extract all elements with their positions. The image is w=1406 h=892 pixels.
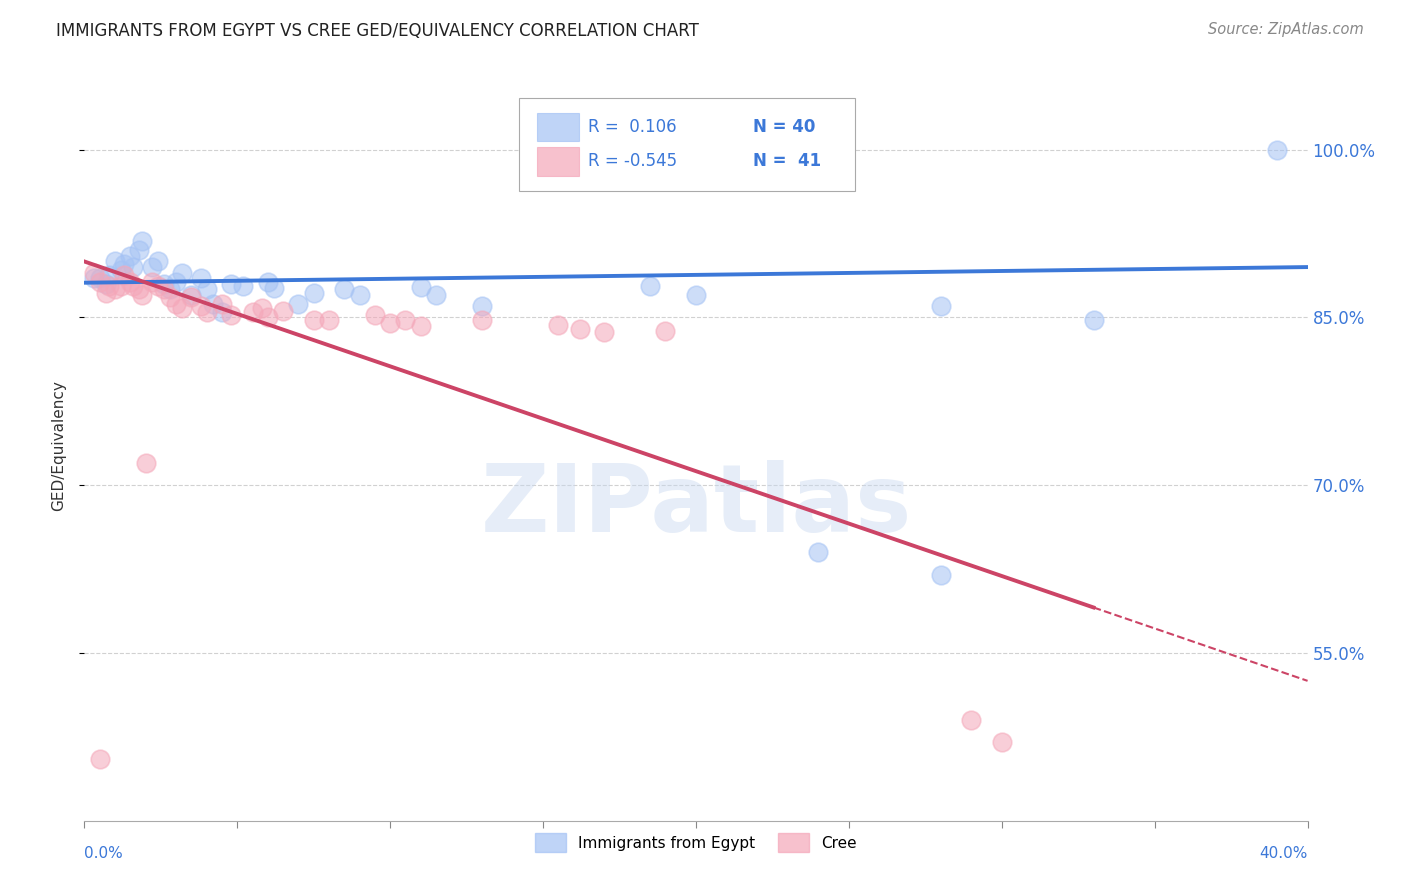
Legend: Immigrants from Egypt, Cree: Immigrants from Egypt, Cree <box>529 827 863 858</box>
Point <box>654 324 676 338</box>
Point <box>122 279 145 293</box>
Point <box>172 266 194 280</box>
Point <box>547 318 569 333</box>
Point <box>146 279 169 293</box>
Point <box>195 305 218 319</box>
Text: 40.0%: 40.0% <box>1260 846 1308 861</box>
Point <box>172 301 194 316</box>
Point <box>1083 312 1105 326</box>
Point <box>83 266 105 280</box>
Point <box>394 312 416 326</box>
Point <box>135 456 157 470</box>
Point <box>104 282 127 296</box>
Text: R = -0.545: R = -0.545 <box>588 153 678 170</box>
Point <box>195 282 218 296</box>
Point <box>146 254 169 268</box>
Point <box>94 277 117 291</box>
Point <box>1265 143 1288 157</box>
Point <box>929 567 952 582</box>
FancyBboxPatch shape <box>537 112 578 141</box>
Point <box>159 282 181 296</box>
Text: IMMIGRANTS FROM EGYPT VS CREE GED/EQUIVALENCY CORRELATION CHART: IMMIGRANTS FROM EGYPT VS CREE GED/EQUIVA… <box>56 22 699 40</box>
Point <box>120 249 142 263</box>
Point <box>302 312 325 326</box>
Point <box>257 310 280 325</box>
Point <box>180 288 202 302</box>
Point <box>991 735 1014 749</box>
Point <box>190 271 212 285</box>
Point <box>112 268 135 282</box>
Text: ZIPatlas: ZIPatlas <box>481 460 911 552</box>
Point <box>685 288 707 302</box>
Text: N =  41: N = 41 <box>754 153 821 170</box>
Point <box>593 325 616 339</box>
Point <box>128 244 150 258</box>
Point <box>271 303 294 318</box>
Point <box>153 277 176 291</box>
Point <box>287 297 309 311</box>
Point <box>250 301 273 316</box>
Point <box>180 290 202 304</box>
Point <box>141 260 163 274</box>
Point <box>104 254 127 268</box>
Point <box>471 299 494 313</box>
Point <box>333 282 356 296</box>
Point <box>89 271 111 285</box>
Point <box>97 268 120 282</box>
Point <box>110 279 132 293</box>
Point <box>807 545 830 559</box>
FancyBboxPatch shape <box>537 147 578 176</box>
Point <box>929 299 952 313</box>
Point <box>232 279 254 293</box>
Point <box>97 279 120 293</box>
Point <box>349 288 371 302</box>
Text: R =  0.106: R = 0.106 <box>588 118 676 136</box>
Point <box>471 312 494 326</box>
Point <box>128 282 150 296</box>
Point <box>201 297 224 311</box>
Point <box>131 288 153 302</box>
Point <box>257 275 280 289</box>
Point <box>112 257 135 271</box>
Text: Source: ZipAtlas.com: Source: ZipAtlas.com <box>1208 22 1364 37</box>
Point <box>211 297 233 311</box>
Point <box>242 305 264 319</box>
Point <box>141 275 163 289</box>
Point <box>425 288 447 302</box>
Point <box>153 282 176 296</box>
Point <box>131 235 153 249</box>
Point <box>219 308 242 322</box>
Point <box>364 308 387 322</box>
Point <box>318 312 340 326</box>
Y-axis label: GED/Equivalency: GED/Equivalency <box>51 381 66 511</box>
Point <box>568 321 591 335</box>
Point <box>159 290 181 304</box>
Point <box>211 305 233 319</box>
Point <box>190 299 212 313</box>
Point <box>165 297 187 311</box>
Point <box>409 319 432 334</box>
Point <box>380 316 402 330</box>
Point <box>89 275 111 289</box>
Point <box>110 263 132 277</box>
FancyBboxPatch shape <box>519 97 855 191</box>
Point <box>165 275 187 289</box>
Point <box>409 280 432 294</box>
Text: 0.0%: 0.0% <box>84 846 124 861</box>
Point <box>83 271 105 285</box>
Point <box>960 713 983 727</box>
Point <box>94 285 117 300</box>
Point <box>219 277 242 291</box>
Point <box>263 281 285 295</box>
Point <box>122 260 145 274</box>
Point <box>120 275 142 289</box>
Text: N = 40: N = 40 <box>754 118 815 136</box>
Point <box>89 752 111 766</box>
Point <box>638 279 661 293</box>
Point <box>302 285 325 300</box>
